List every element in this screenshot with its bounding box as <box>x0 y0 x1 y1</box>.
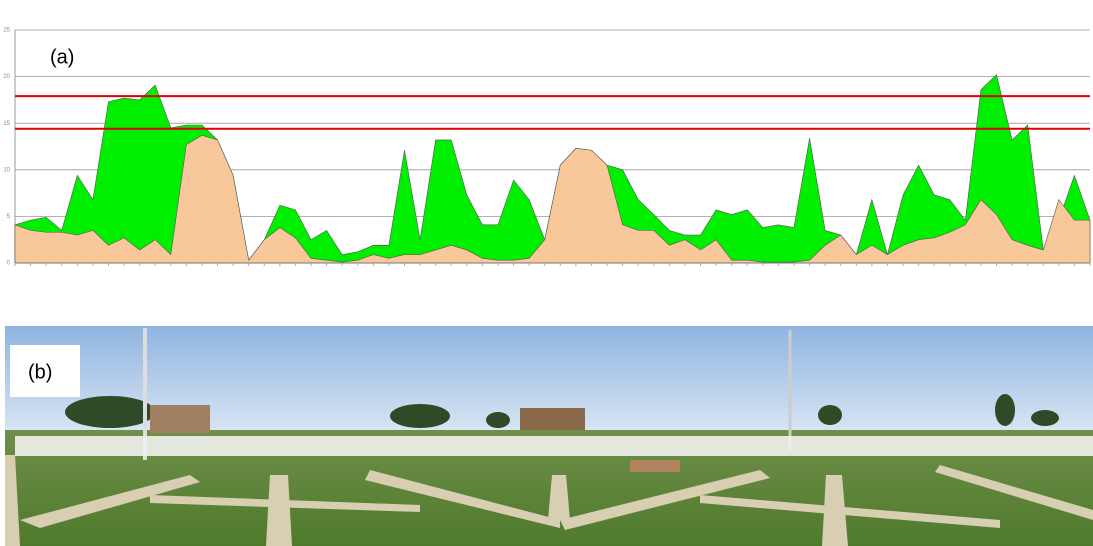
area <box>14 134 1091 264</box>
panorama-photo: (b) <box>5 326 1093 546</box>
y-tick-label: 0 <box>7 261 11 267</box>
y-tick-label: 25 <box>3 28 10 34</box>
chart: (a) 0 5 10 15 20 25 <box>3 28 1091 267</box>
panel-label: (a) <box>50 46 74 68</box>
y-tick-label: 5 <box>7 214 11 220</box>
panel-label: (b) <box>28 361 52 383</box>
y-tick-label: 20 <box>3 74 10 80</box>
y-tick-label: 10 <box>3 167 10 173</box>
y-tick-label: 15 <box>3 121 10 127</box>
